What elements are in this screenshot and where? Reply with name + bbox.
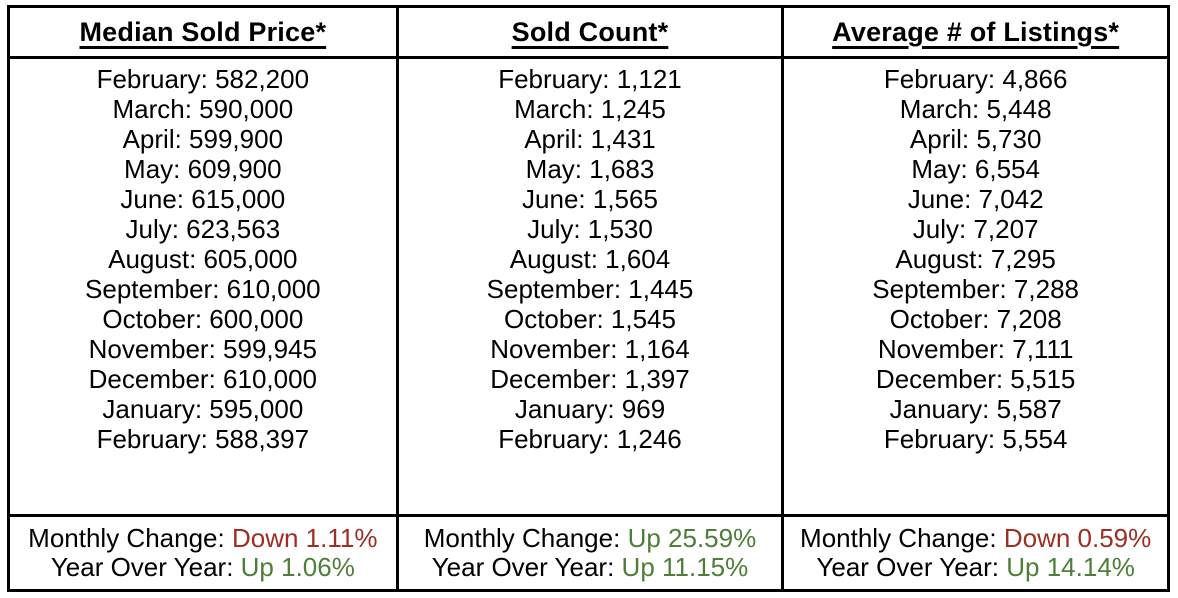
column-average-listings: Average # of Listings* February: 4,866 M… [781,8,1167,589]
change-value: Up 11.15% [621,552,749,582]
monthly-values-list: February: 1,121 March: 1,245 April: 1,43… [398,56,782,514]
change-label: Monthly Change: [800,523,997,553]
year-over-year-line: Year Over Year: Up 1.06% [10,553,396,582]
month-value-row: June: 615,000 [120,184,286,214]
monthly-values-list: February: 582,200 March: 590,000 April: … [10,56,396,514]
month-value-row: July: 1,530 [527,214,653,244]
month-value-row: March: 1,245 [514,94,666,124]
change-label: Year Over Year: [816,552,1000,582]
change-summary: Monthly Change: Up 25.59% Year Over Year… [398,514,782,589]
month-value-row: December: 1,397 [490,364,690,394]
month-value-row: July: 623,563 [125,214,281,244]
monthly-change-line: Monthly Change: Down 0.59% [784,524,1167,553]
month-value-row: August: 1,604 [509,244,671,274]
month-value-row: November: 599,945 [88,334,318,364]
month-value-row: January: 5,587 [889,394,1062,424]
change-summary: Monthly Change: Down 0.59% Year Over Yea… [784,514,1167,589]
month-value-row: June: 7,042 [907,184,1044,214]
column-sold-count: Sold Count* February: 1,121 March: 1,245… [395,8,782,589]
month-value-row: January: 969 [514,394,666,424]
change-value: Down 1.11% [231,523,378,553]
change-value: Up 1.06% [240,552,355,582]
column-header: Sold Count* [511,16,669,47]
change-label: Year Over Year: [431,552,615,582]
monthly-values-list: February: 4,866 March: 5,448 April: 5,73… [784,56,1167,514]
column-header-cell: Sold Count* [399,8,782,56]
month-value-row: December: 5,515 [875,364,1076,394]
month-value-row: March: 590,000 [112,94,294,124]
month-value-row: January: 595,000 [102,394,304,424]
month-value-row: October: 600,000 [102,304,304,334]
month-value-row: October: 1,545 [503,304,676,334]
change-value: Down 0.59% [1003,523,1152,553]
month-value-row: February: 5,554 [883,424,1068,454]
change-label: Year Over Year: [50,552,234,582]
month-value-row: February: 1,246 [498,424,682,454]
change-summary: Monthly Change: Down 1.11% Year Over Yea… [10,514,396,589]
month-value-row: November: 1,164 [490,334,690,364]
column-median-sold-price: Median Sold Price* February: 582,200 Mar… [10,8,396,589]
change-label: Monthly Change: [423,523,621,553]
month-value-row: September: 610,000 [85,274,321,304]
month-value-row: February: 1,121 [498,64,682,94]
column-header: Average # of Listings* [832,16,1120,47]
month-value-row: November: 7,111 [877,334,1074,364]
month-value-row: September: 7,288 [872,274,1079,304]
column-header: Median Sold Price* [79,16,327,47]
month-value-row: August: 605,000 [108,244,298,274]
month-value-row: May: 609,900 [124,154,282,184]
column-header-cell: Average # of Listings* [784,8,1167,56]
change-value: Up 14.14% [1006,552,1135,582]
month-value-row: October: 7,208 [889,304,1062,334]
month-value-row: July: 7,207 [912,214,1039,244]
monthly-change-line: Monthly Change: Down 1.11% [10,524,396,553]
month-value-row: December: 610,000 [88,364,318,394]
change-value: Up 25.59% [627,523,757,553]
month-value-row: August: 7,295 [895,244,1056,274]
month-value-row: April: 1,431 [524,124,656,154]
market-stats-table: Median Sold Price* February: 582,200 Mar… [7,5,1170,592]
month-value-row: February: 4,866 [883,64,1068,94]
year-over-year-line: Year Over Year: Up 14.14% [784,553,1167,582]
month-value-row: February: 582,200 [96,64,310,94]
month-value-row: September: 1,445 [486,274,694,304]
monthly-change-line: Monthly Change: Up 25.59% [399,524,782,553]
month-value-row: March: 5,448 [899,94,1052,124]
month-value-row: April: 599,900 [122,124,284,154]
change-label: Monthly Change: [28,523,225,553]
month-value-row: May: 1,683 [525,154,655,184]
column-header-cell: Median Sold Price* [10,8,396,56]
month-value-row: February: 588,397 [96,424,310,454]
month-value-row: April: 5,730 [909,124,1042,154]
month-value-row: June: 1,565 [522,184,658,214]
month-value-row: May: 6,554 [911,154,1040,184]
year-over-year-line: Year Over Year: Up 11.15% [399,553,782,582]
